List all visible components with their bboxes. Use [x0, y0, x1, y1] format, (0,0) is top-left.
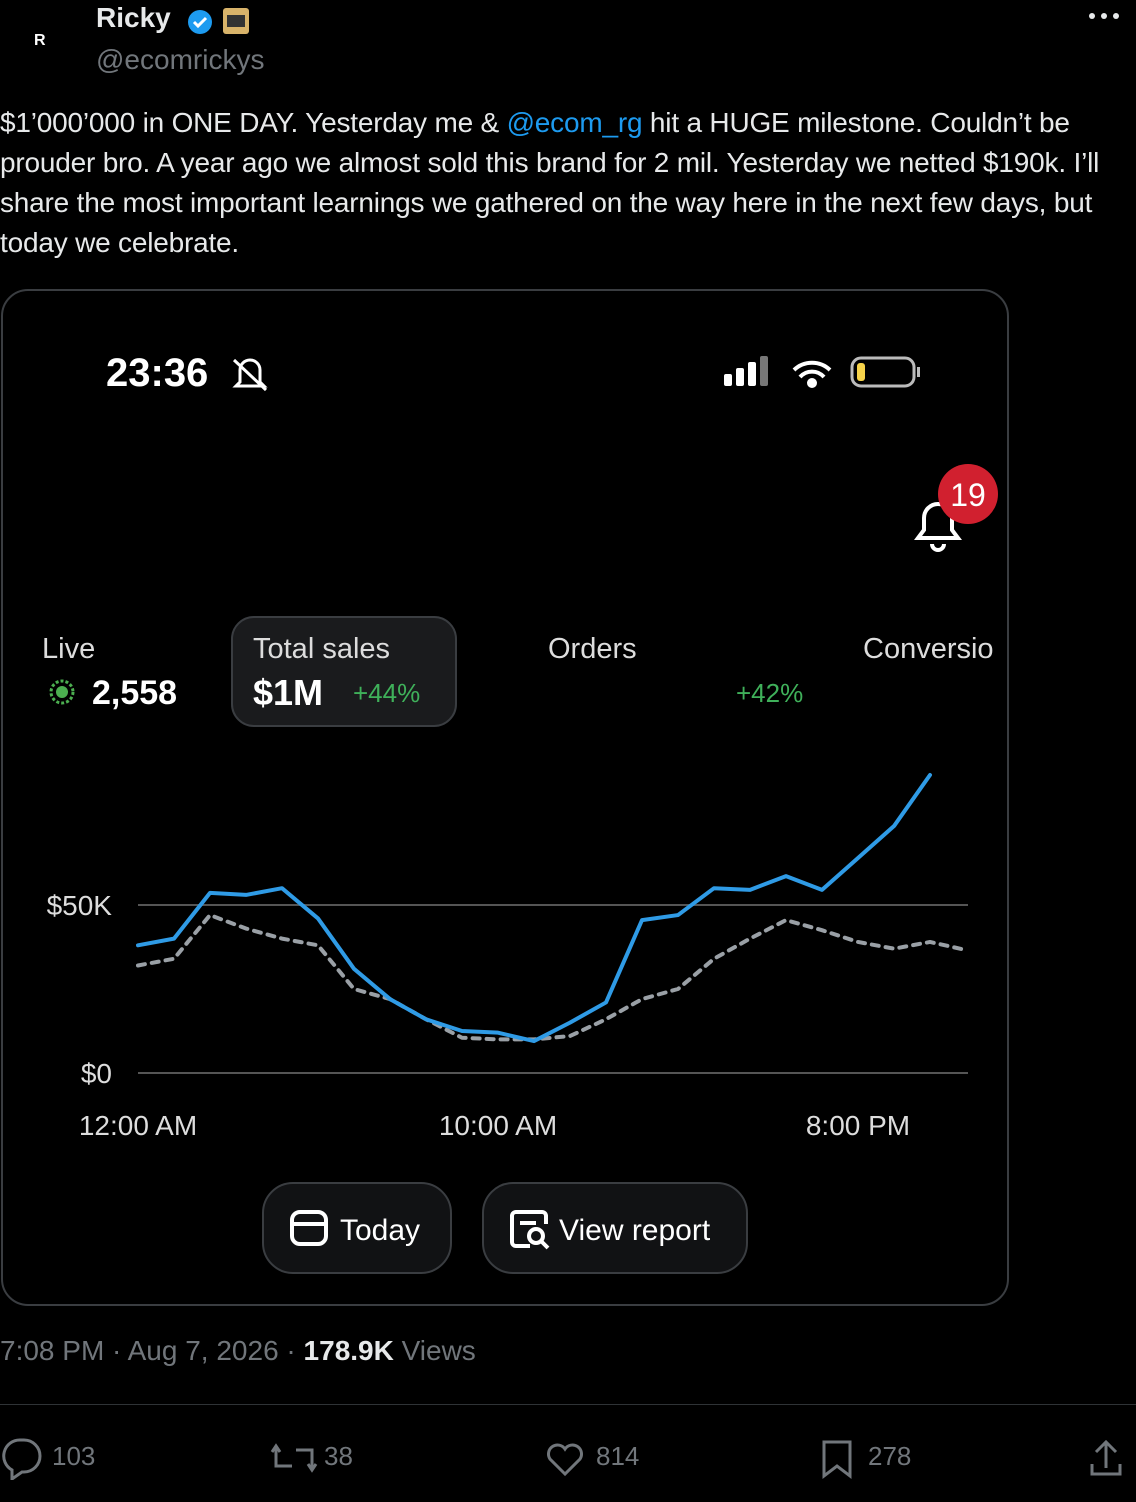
x-tick-label: 8:00 PM	[806, 1110, 910, 1141]
status-time: 23:36	[106, 351, 208, 395]
avatar-initial: R	[34, 32, 46, 49]
notification-badge	[938, 464, 998, 524]
today-button[interactable]	[262, 1182, 452, 1274]
reply-count: 103	[52, 1441, 96, 1471]
metric-label: Orders	[548, 633, 637, 665]
live-indicator	[49, 679, 75, 705]
view-count: 178.9K	[303, 1335, 394, 1366]
metric-tab-selected[interactable]	[231, 616, 457, 727]
battery-icon	[850, 356, 920, 388]
button-label: Today	[340, 1214, 420, 1247]
like-icon[interactable]	[547, 1443, 583, 1477]
y-tick-label: $0	[81, 1058, 112, 1089]
metric-label: Live	[42, 633, 95, 665]
notification-count: 19	[950, 477, 986, 513]
text: hit a HUGE milestone. Couldn’t be proude…	[0, 107, 1100, 258]
y-tick-label: $50K	[47, 890, 113, 921]
reply-icon[interactable]	[2, 1438, 42, 1480]
calendar-icon	[290, 1210, 328, 1246]
handle: @ecomrickys	[96, 44, 265, 75]
metric-value: 2,558	[92, 674, 177, 712]
metric-change: +42%	[736, 678, 803, 708]
tweet-meta: 7:08 PM · Aug 7, 2026 · 178.9K Views	[0, 1335, 476, 1366]
silent-icon	[232, 358, 268, 392]
metric-value: $1M	[253, 672, 323, 713]
divider	[0, 1404, 1136, 1405]
action-bar	[2, 1438, 1122, 1480]
live-dot	[56, 686, 68, 698]
view-report-button[interactable]	[482, 1182, 748, 1274]
card-frame[interactable]	[1, 289, 1009, 1306]
metric-change: +44%	[353, 678, 420, 708]
signal-icon	[724, 356, 768, 386]
repost-count: 38	[324, 1441, 353, 1471]
button-label: View report	[559, 1214, 711, 1247]
report-icon	[510, 1210, 550, 1250]
share-icon[interactable]	[1090, 1439, 1122, 1476]
avatar[interactable]: R	[0, 0, 80, 80]
bookmark-icon[interactable]	[822, 1440, 852, 1480]
sales-line	[136, 772, 932, 1044]
post-time[interactable]: 7:08 PM	[0, 1335, 105, 1366]
author-handle[interactable]: @ecomrickys	[96, 44, 264, 76]
comparison-line	[136, 913, 968, 1042]
repost-icon[interactable]	[270, 1443, 318, 1473]
like-count: 814	[596, 1441, 640, 1471]
affiliate-badge	[223, 8, 249, 34]
tweet-text: $1’000’000 in ONE DAY. Yesterday me & @e…	[0, 103, 1136, 263]
wifi-icon	[792, 360, 832, 388]
more-menu[interactable]	[1088, 8, 1120, 24]
verified-badge	[188, 10, 212, 34]
post-date[interactable]: Aug 7, 2026	[127, 1335, 279, 1366]
x-tick-label: 10:00 AM	[439, 1110, 557, 1141]
metric-label: Total sales	[253, 633, 390, 665]
x-tick-label: 12:00 AM	[79, 1110, 197, 1141]
views-label: Views	[401, 1335, 476, 1366]
bookmark-count: 278	[868, 1441, 912, 1471]
mention[interactable]: @ecom_rg	[506, 107, 643, 138]
plot: $0 $50K 12:00 AM 10:00 AM 8:00 PM	[47, 772, 968, 1141]
metric-label: Conversio	[863, 633, 994, 665]
text: $1’000’000 in ONE DAY. Yesterday me &	[0, 107, 507, 138]
author-name[interactable]: Ricky	[96, 2, 171, 33]
